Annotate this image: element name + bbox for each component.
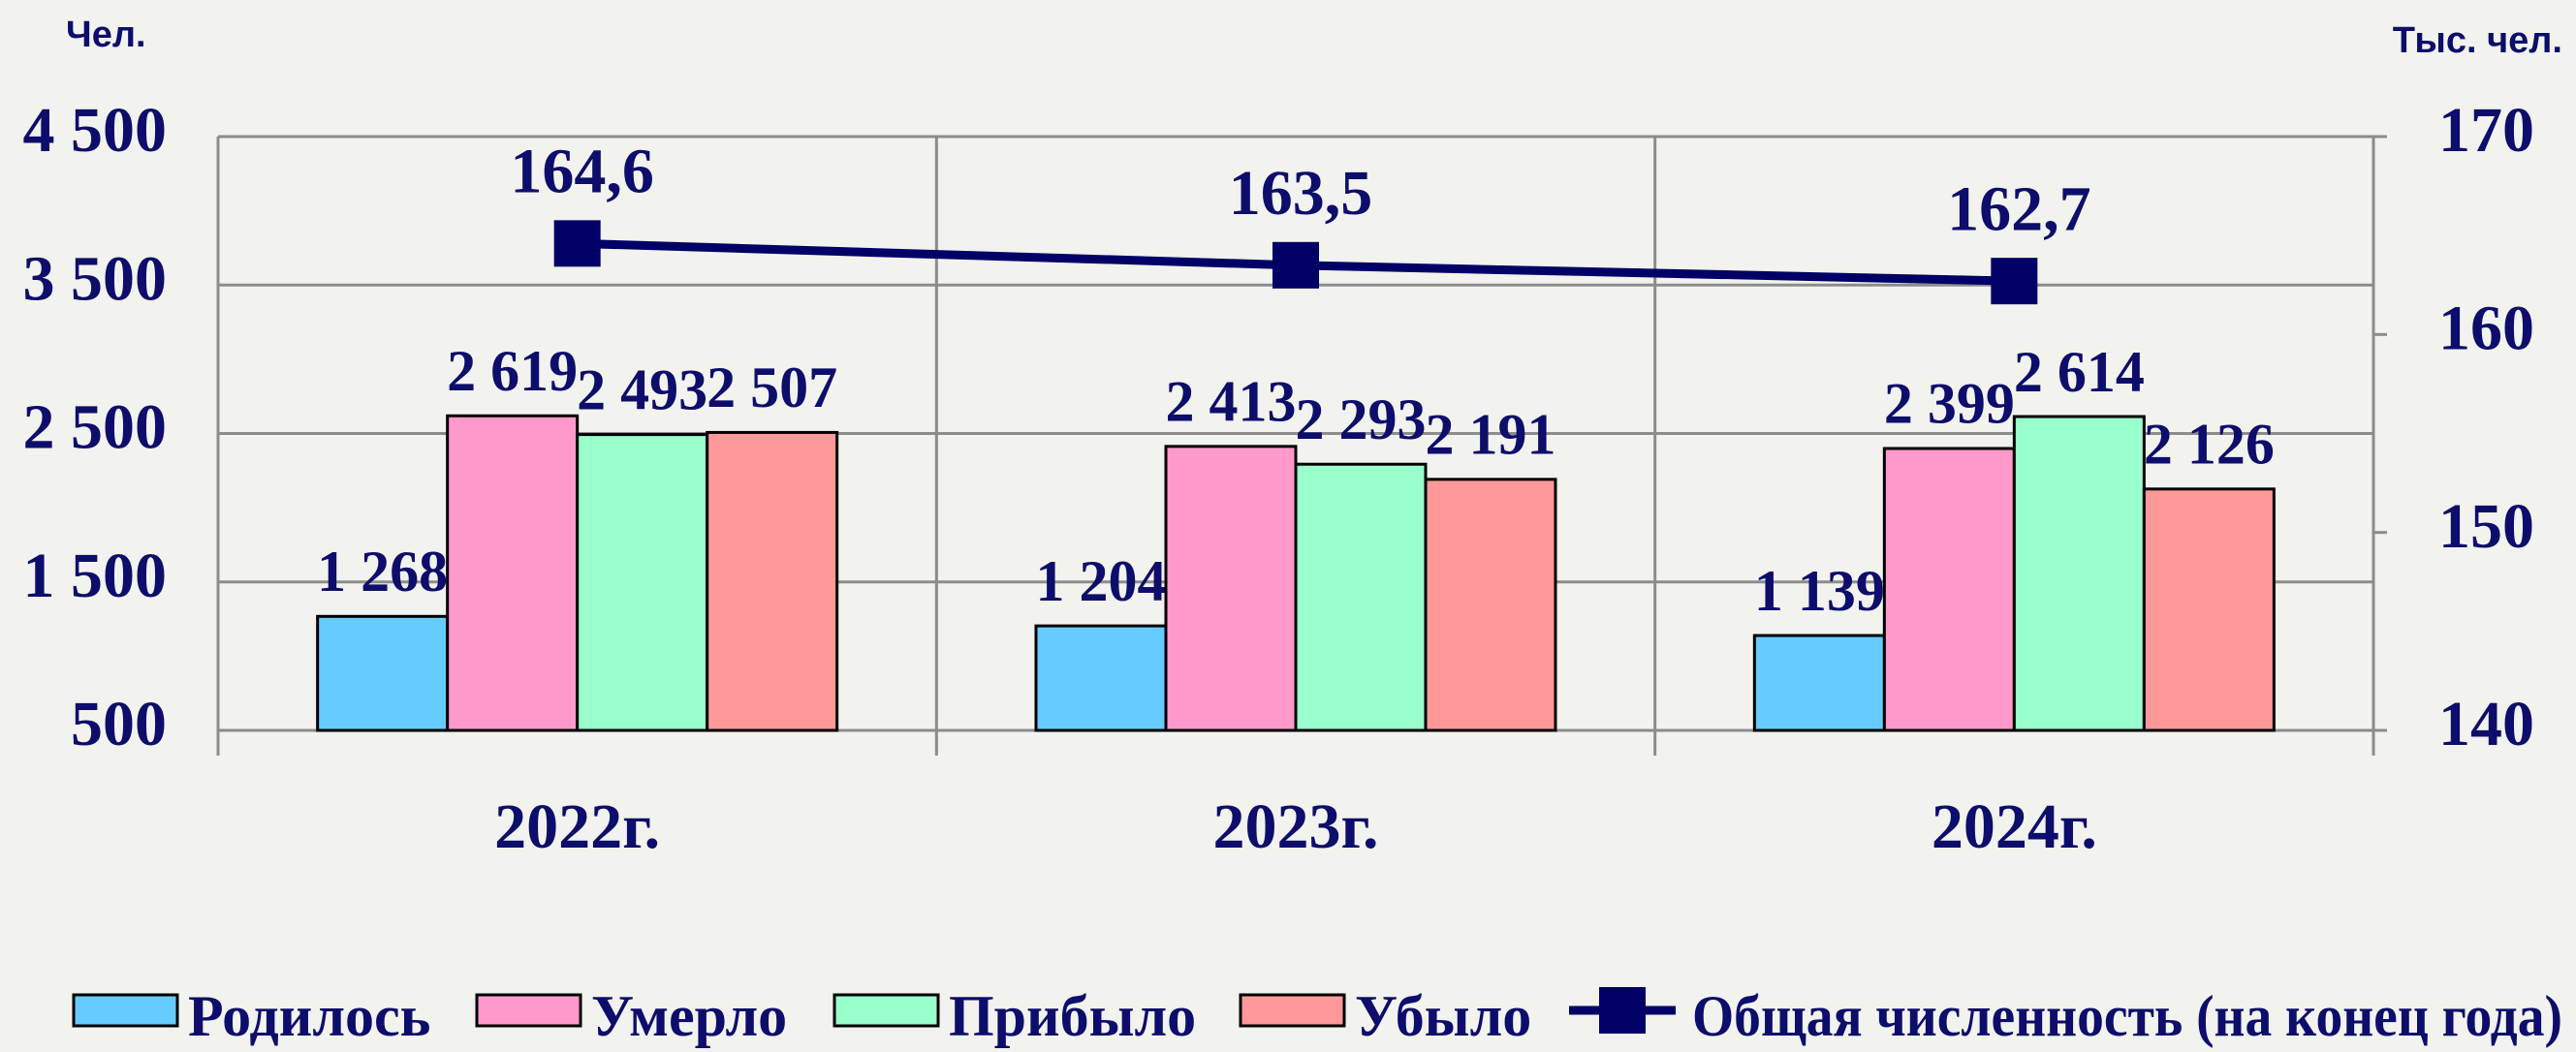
- line-marker: [1272, 241, 1319, 289]
- bar-value-label: 2 293: [1296, 387, 1427, 451]
- y-tick-label: 3 500: [23, 243, 168, 314]
- y2-tick-label: 140: [2438, 689, 2534, 759]
- legend-label: Общая численность (на конец года): [1692, 984, 2562, 1048]
- x-tick-label: 2022г.: [494, 791, 660, 862]
- bar-value-label: 1 268: [317, 540, 448, 603]
- legend-label: Родилось: [188, 984, 430, 1048]
- x-tick-label: 2024г.: [1932, 791, 2097, 862]
- legend-swatch: [475, 993, 582, 1028]
- y2-tick-label: 160: [2438, 293, 2534, 363]
- bar-value-label: 2 614: [2014, 340, 2145, 404]
- bar: [1294, 462, 1428, 732]
- y2-unit: Тыс. чел.: [2393, 20, 2562, 61]
- y-unit: Чел.: [66, 15, 146, 55]
- bar-value-label: 2 493: [577, 357, 707, 421]
- line-value-label: 162,7: [1947, 173, 2091, 244]
- legend-label: Умерло: [591, 984, 787, 1048]
- bar-value-label: 2 619: [447, 339, 578, 403]
- legend-marker: [1599, 987, 1646, 1034]
- y2-tick-label: 170: [2438, 95, 2534, 166]
- bar-value-label: 2 507: [707, 356, 837, 419]
- bar: [576, 433, 709, 732]
- bar: [1164, 445, 1298, 732]
- bar-value-label: 2 413: [1166, 370, 1297, 434]
- bar: [1752, 634, 1886, 732]
- bar-value-label: 2 126: [2144, 413, 2275, 477]
- y-tick-label: 1 500: [23, 541, 168, 611]
- bar: [2142, 487, 2276, 732]
- legend-swatch: [72, 993, 179, 1028]
- bar-value-label: 2 191: [1426, 403, 1556, 467]
- bar: [316, 614, 450, 732]
- y-tick-label: 2 500: [23, 392, 168, 463]
- bar: [1882, 447, 2016, 732]
- line-value-label: 164,6: [510, 136, 654, 206]
- legend-swatch: [1239, 993, 1346, 1028]
- bar: [706, 430, 839, 732]
- bar: [1424, 478, 1557, 732]
- bar: [2012, 415, 2146, 732]
- y-tick-label: 500: [71, 689, 167, 759]
- line-value-label: 163,5: [1229, 158, 1373, 229]
- legend-label: Убыло: [1355, 984, 1531, 1048]
- y2-tick-label: 150: [2438, 491, 2534, 562]
- bar-value-label: 1 139: [1754, 559, 1885, 623]
- bar-value-label: 1 204: [1036, 549, 1167, 613]
- bar: [1034, 624, 1168, 732]
- line-marker: [553, 220, 601, 267]
- legend-swatch: [832, 993, 940, 1028]
- legend-label: Прибыло: [949, 984, 1196, 1048]
- bar: [446, 414, 580, 732]
- bar-value-label: 2 399: [1884, 372, 2015, 436]
- y-tick-label: 4 500: [23, 95, 168, 166]
- line-marker: [1991, 258, 2038, 305]
- x-tick-label: 2023г.: [1212, 791, 1378, 862]
